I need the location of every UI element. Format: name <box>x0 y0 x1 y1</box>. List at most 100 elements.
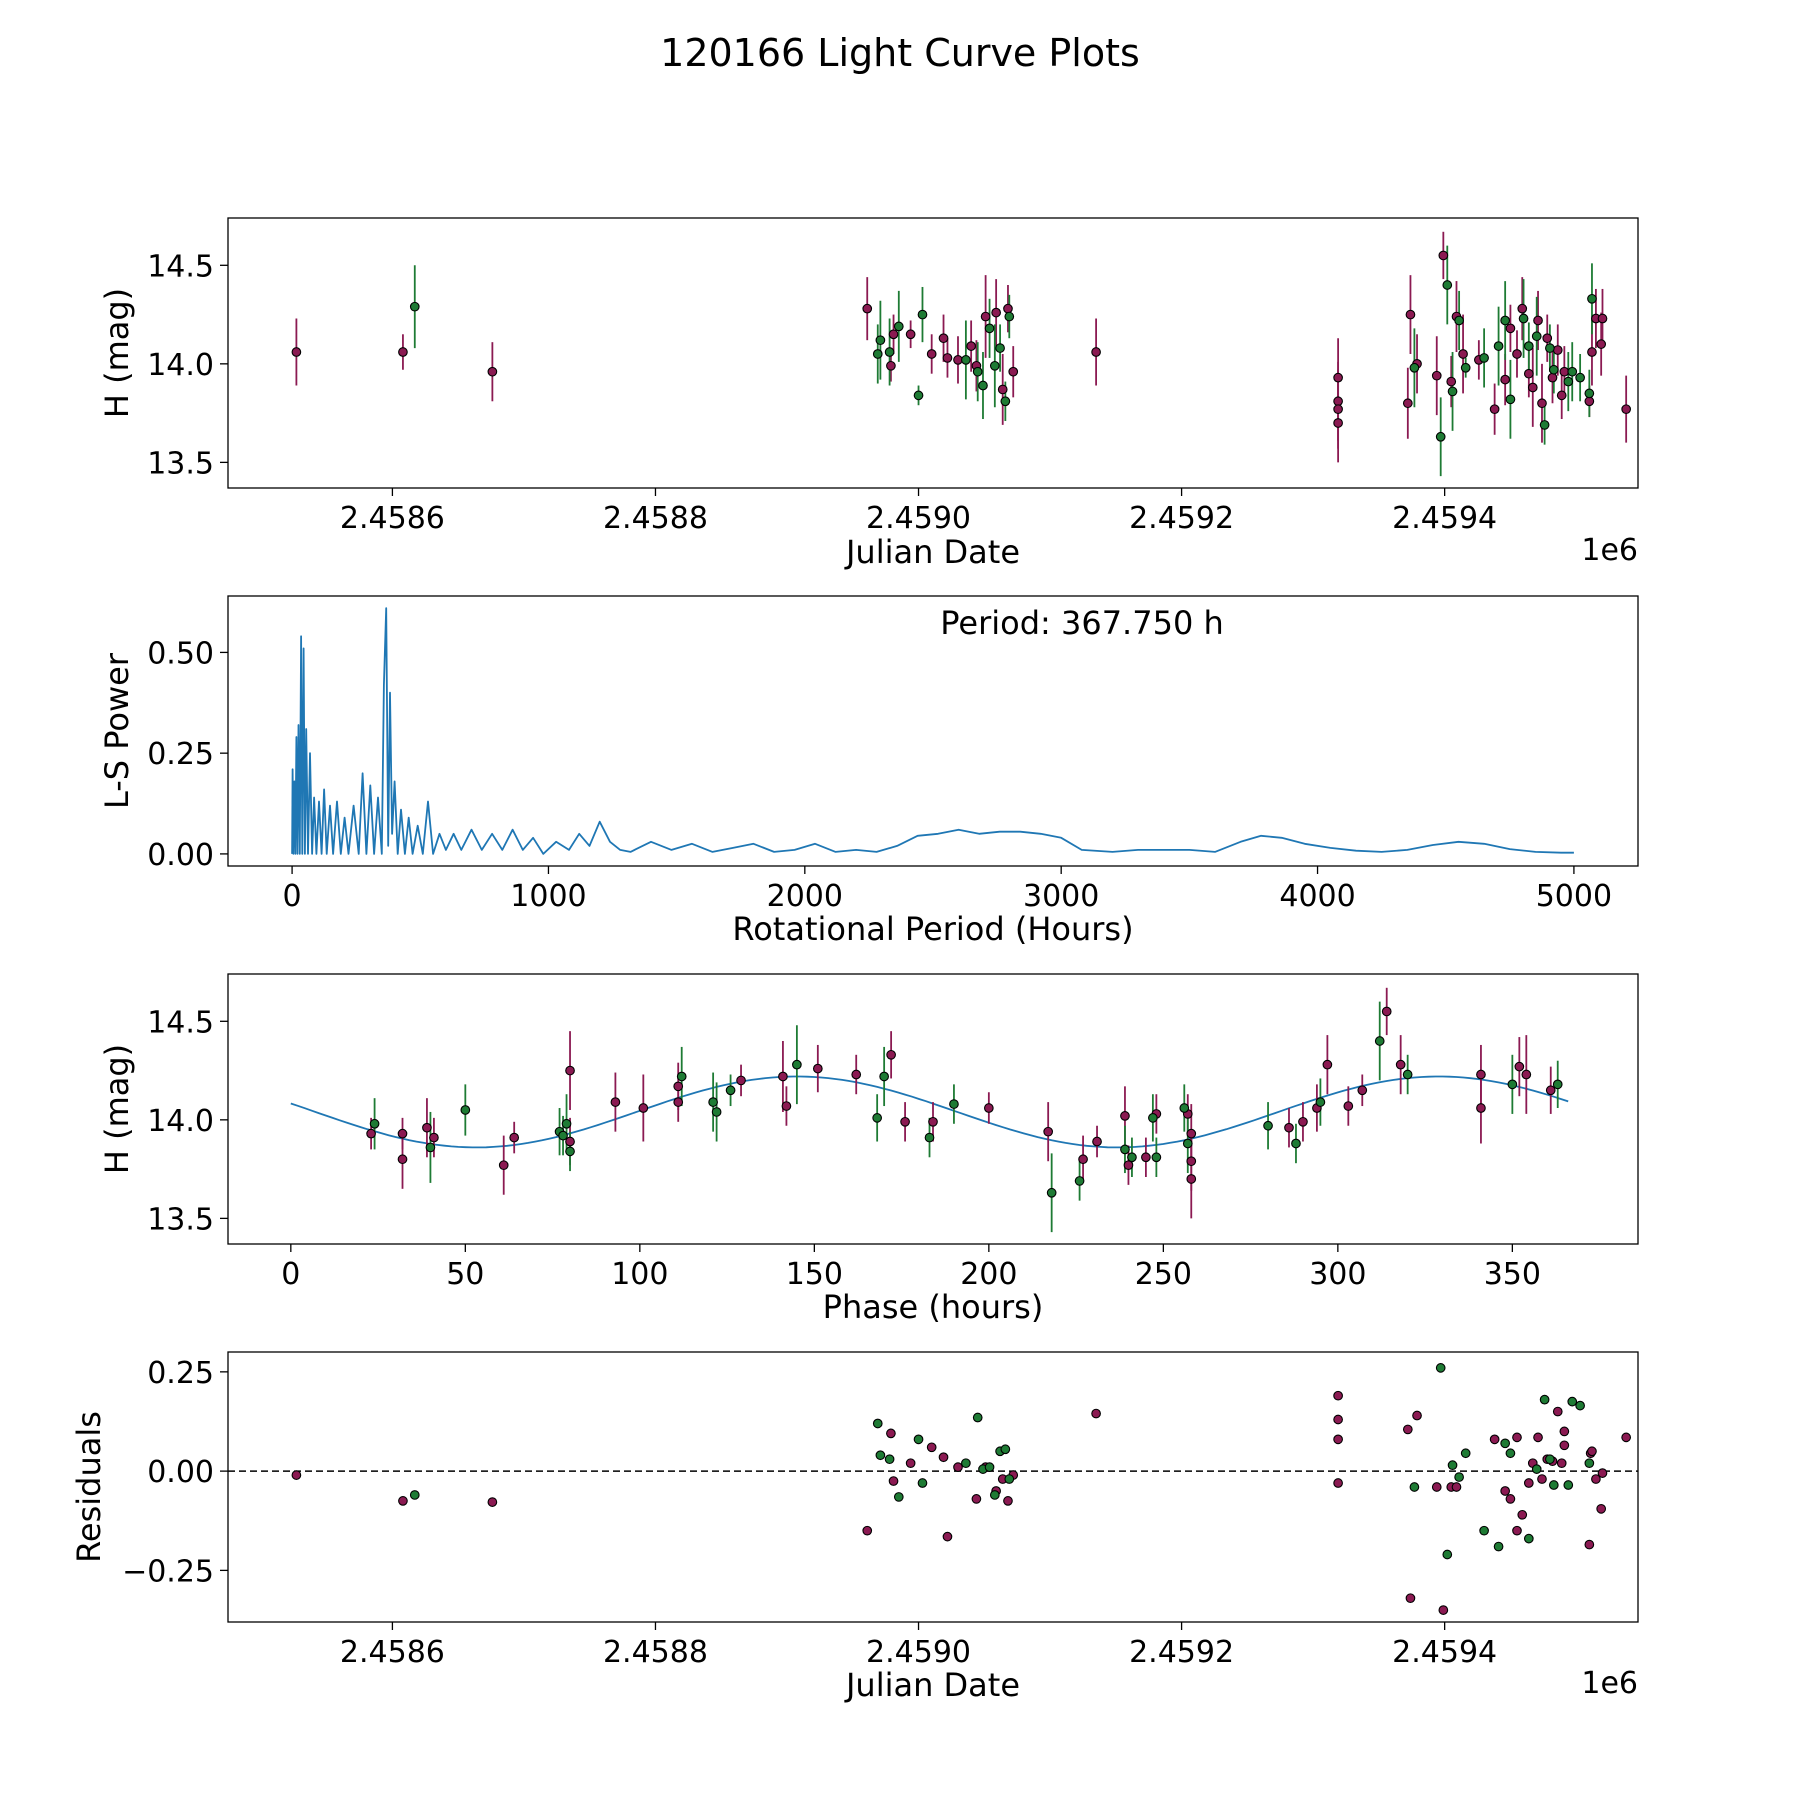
green-point <box>1315 1097 1326 1107</box>
magenta-point <box>966 341 976 351</box>
green-point <box>872 1418 883 1429</box>
green-point <box>676 1071 687 1082</box>
green-point <box>1127 1152 1137 1163</box>
green-point <box>369 1118 380 1129</box>
magenta-point <box>1008 366 1019 377</box>
green-point <box>984 323 995 334</box>
green-point <box>565 1146 575 1157</box>
residuals-ytick-label: 0.00 <box>147 1455 214 1490</box>
green-point <box>917 1478 928 1488</box>
magenta-point <box>1043 1126 1054 1137</box>
residuals-ylabel: Residuals <box>70 1411 108 1563</box>
magenta-point <box>1091 347 1101 357</box>
green-point <box>1004 311 1015 322</box>
magenta-point <box>1584 1539 1595 1550</box>
magenta-point <box>1333 372 1343 383</box>
magenta-point <box>1091 1408 1101 1419</box>
green-point <box>989 1490 1000 1500</box>
phasefold-xtick-label: 200 <box>960 1257 1017 1292</box>
magenta-point <box>1333 404 1343 415</box>
magenta-point <box>1527 382 1538 393</box>
magenta-point <box>1284 1122 1294 1133</box>
phasefold-xtick-label: 100 <box>611 1257 668 1292</box>
magenta-point <box>886 1428 896 1439</box>
green-point <box>425 1142 436 1153</box>
magenta-point <box>1489 404 1500 415</box>
magenta-point <box>1333 396 1343 407</box>
green-point <box>913 390 924 401</box>
magenta-point <box>1438 250 1449 261</box>
phasefold-panel: 0 50 100 150 200 250 300 350 13.5 14.0 14.5 Phase … <box>98 973 1639 1326</box>
green-point <box>1587 293 1597 304</box>
magenta-point <box>888 1476 899 1486</box>
magenta-point <box>1451 1482 1462 1492</box>
green-point <box>1531 331 1542 342</box>
green-point <box>708 1097 718 1107</box>
magenta-point <box>1542 333 1553 344</box>
magenta-point <box>1489 1434 1500 1445</box>
lightcurve-xlabel: Julian Date <box>844 533 1020 571</box>
green-point <box>1539 1394 1550 1405</box>
magenta-point <box>1333 418 1343 428</box>
phasefold-xtick-label: 50 <box>446 1257 484 1292</box>
magenta-point <box>1545 1085 1556 1096</box>
green-point <box>1523 341 1534 351</box>
green-point <box>1447 1460 1458 1471</box>
magenta-point <box>781 1101 792 1111</box>
magenta-point <box>1537 398 1547 409</box>
green-point <box>1567 366 1578 377</box>
magenta-point <box>1521 1069 1532 1080</box>
magenta-point <box>1523 368 1534 379</box>
periodogram-xtick-label: 2000 <box>767 879 843 914</box>
green-point <box>558 1130 568 1141</box>
green-point <box>995 343 1005 353</box>
green-point <box>884 1454 895 1465</box>
magenta-point <box>900 1116 910 1127</box>
lightcurve-ytick-label: 13.5 <box>147 446 214 481</box>
magenta-point <box>1298 1116 1308 1127</box>
magenta-point <box>1141 1152 1151 1163</box>
magenta-point <box>1512 1432 1522 1443</box>
magenta-point <box>1092 1136 1102 1147</box>
residuals-xtick-label: 2.4592 <box>1129 1635 1234 1670</box>
green-point <box>1507 1079 1518 1090</box>
magenta-point <box>1381 1006 1392 1017</box>
magenta-point <box>565 1136 575 1147</box>
magenta-point <box>1621 1432 1632 1443</box>
green-point <box>1548 364 1559 375</box>
green-point <box>1447 386 1458 397</box>
magenta-point <box>938 333 949 344</box>
magenta-point <box>886 1049 896 1060</box>
magenta-point <box>778 1071 788 1082</box>
magenta-point <box>997 384 1008 395</box>
periodogram-xtick-label: 3000 <box>1023 879 1099 914</box>
magenta-point <box>498 1160 509 1171</box>
green-point <box>1435 1363 1446 1373</box>
green-point <box>961 355 971 365</box>
magenta-point <box>610 1097 621 1107</box>
magenta-point <box>422 1122 432 1133</box>
green-point <box>1460 1448 1471 1459</box>
lightcurve-xtick-label: 2.4586 <box>340 501 445 536</box>
green-point <box>1151 1152 1162 1163</box>
green-point <box>1545 343 1555 353</box>
magenta-point <box>991 307 1001 318</box>
magenta-point <box>366 1128 376 1139</box>
magenta-point <box>1003 1496 1013 1506</box>
residuals-ytick-label: −0.25 <box>122 1554 214 1589</box>
magenta-point <box>1512 1525 1522 1536</box>
periodogram-panel: 0 1000 2000 3000 4000 5000 0.00 0.25 0.50 Period… <box>98 595 1639 948</box>
periodogram-ytick-label: 0.00 <box>147 838 214 873</box>
residuals-xtick-label: 2.4590 <box>866 1635 971 1670</box>
magenta-point <box>1517 303 1528 314</box>
magenta-point <box>905 1458 916 1469</box>
magenta-point <box>1405 1593 1416 1604</box>
periodogram-ytick-label: 0.25 <box>147 737 214 772</box>
green-point <box>1402 1069 1413 1080</box>
green-point <box>1575 1400 1585 1411</box>
green-point <box>1584 1458 1595 1469</box>
green-point <box>1575 372 1585 383</box>
green-point <box>872 1113 883 1123</box>
periodogram-xtick-label: 4000 <box>1279 879 1355 914</box>
magenta-point <box>953 355 963 365</box>
